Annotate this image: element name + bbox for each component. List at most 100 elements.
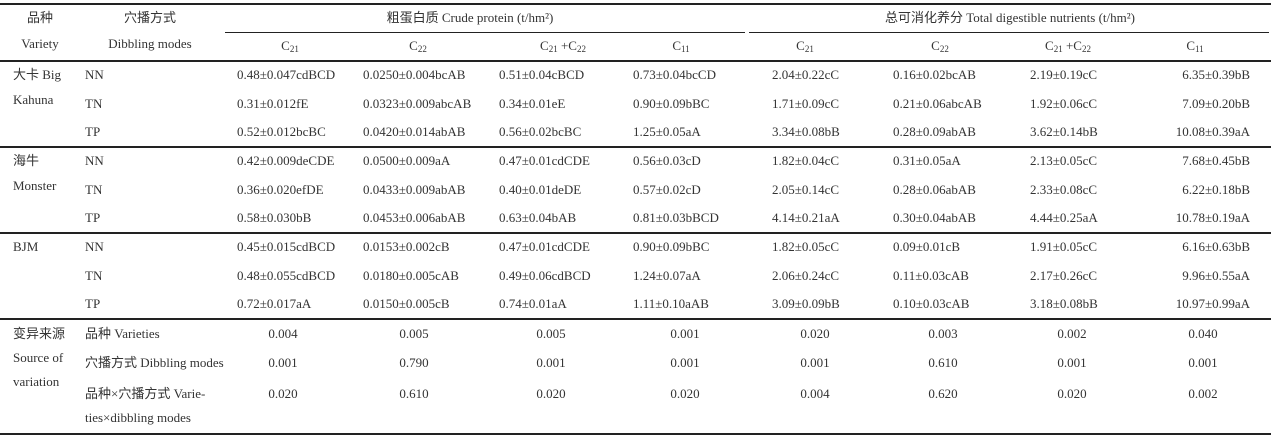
anova-p-value: 0.020 xyxy=(670,386,700,401)
anova-p-value: 0.005 xyxy=(399,326,429,341)
cp-cell: 0.58±0.030bB xyxy=(237,210,312,225)
column-header-tdn-c22: C22 xyxy=(931,38,949,54)
header-rule xyxy=(0,60,1271,62)
anova-p-value: 0.002 xyxy=(1188,386,1218,401)
cp-cell: 0.0250±0.004bcAB xyxy=(363,67,466,82)
cp-cell: 0.36±0.020efDE xyxy=(237,182,324,197)
cp-cell: 0.0180±0.005cAB xyxy=(363,268,459,283)
cp-cell: 0.56±0.03cD xyxy=(633,153,701,168)
source-of-variation-label: variation xyxy=(13,374,60,389)
anova-p-value: 0.005 xyxy=(536,326,566,341)
tdn-cell: 4.14±0.21aA xyxy=(772,210,840,225)
dibbling-mode: TN xyxy=(85,268,103,283)
anova-p-value: 0.001 xyxy=(268,355,298,370)
tdn-cell: 0.11±0.03cAB xyxy=(893,268,969,283)
cp-subrule xyxy=(225,32,745,33)
tdn-cell: 9.96±0.55aA xyxy=(1182,268,1250,283)
tdn-subrule xyxy=(749,32,1269,33)
cp-cell: 0.57±0.02cD xyxy=(633,182,701,197)
cp-cell: 0.81±0.03bBCD xyxy=(633,210,719,225)
dibbling-mode: NN xyxy=(85,67,104,82)
top-rule xyxy=(0,3,1271,5)
cp-cell: 0.48±0.047cdBCD xyxy=(237,67,336,82)
cp-cell: 0.47±0.01cdCDE xyxy=(499,239,590,254)
group-rule xyxy=(0,146,1271,148)
tdn-cell: 0.21±0.06abcAB xyxy=(893,96,982,111)
tdn-cell: 2.17±0.26cC xyxy=(1030,268,1098,283)
anova-p-value: 0.003 xyxy=(928,326,958,341)
dibbling-mode: TP xyxy=(85,296,101,311)
cp-cell: 0.0500±0.009aA xyxy=(363,153,451,168)
cp-cell: 0.73±0.04bcCD xyxy=(633,67,716,82)
dibbling-mode: TP xyxy=(85,124,101,139)
source-of-variation-label: Source of xyxy=(13,350,64,365)
cp-cell: 0.72±0.017aA xyxy=(237,296,312,311)
header-variety-en: Variety xyxy=(21,36,59,51)
tdn-cell: 0.30±0.04abAB xyxy=(893,210,976,225)
anova-p-value: 0.040 xyxy=(1188,326,1218,341)
cp-cell: 0.34±0.01eE xyxy=(499,96,566,111)
tdn-cell: 6.22±0.18bB xyxy=(1182,182,1250,197)
anova-p-value: 0.001 xyxy=(670,326,700,341)
tdn-cell: 0.09±0.01cB xyxy=(893,239,961,254)
column-header-tdn-c11: C11 xyxy=(1186,38,1204,54)
tdn-cell: 3.09±0.09bB xyxy=(772,296,840,311)
anova-p-value: 0.020 xyxy=(800,326,830,341)
tdn-cell: 10.78±0.19aA xyxy=(1175,210,1250,225)
anova-source: ties×dibbling modes xyxy=(85,410,191,425)
column-header-cp-c21-c22: C21 +C22 xyxy=(540,38,586,54)
tdn-cell: 1.92±0.06cC xyxy=(1030,96,1098,111)
group-rule xyxy=(0,232,1271,234)
tdn-cell: 6.35±0.39bB xyxy=(1182,67,1250,82)
header-mode-en: Dibbling modes xyxy=(108,36,192,51)
variety-name: 海牛 xyxy=(13,153,40,168)
tdn-cell: 2.19±0.19cC xyxy=(1030,67,1098,82)
cp-cell: 1.11±0.10aAB xyxy=(633,296,709,311)
dibbling-mode: NN xyxy=(85,239,104,254)
header-crude-protein: 粗蛋白质 Crude protein (t/hm²) xyxy=(386,10,554,25)
tdn-cell: 10.08±0.39aA xyxy=(1175,124,1250,139)
variety-name: Monster xyxy=(13,178,57,193)
tdn-cell: 2.33±0.08cC xyxy=(1030,182,1098,197)
cp-cell: 1.24±0.07aA xyxy=(633,268,701,283)
column-header-tdn-c21-c22: C21 +C22 xyxy=(1045,38,1091,54)
tdn-cell: 2.06±0.24cC xyxy=(772,268,840,283)
anova-p-value: 0.001 xyxy=(670,355,700,370)
cp-cell: 0.52±0.012bcBC xyxy=(237,124,326,139)
anova-p-value: 0.004 xyxy=(800,386,830,401)
anova-p-value: 0.001 xyxy=(1057,355,1087,370)
tdn-cell: 7.68±0.45bB xyxy=(1182,153,1250,168)
anova-p-value: 0.020 xyxy=(536,386,566,401)
cp-cell: 0.0433±0.009abAB xyxy=(363,182,466,197)
cp-cell: 0.0420±0.014abAB xyxy=(363,124,466,139)
tdn-cell: 0.16±0.02bcAB xyxy=(893,67,976,82)
tdn-cell: 1.91±0.05cC xyxy=(1030,239,1098,254)
group-rule xyxy=(0,318,1271,320)
cp-cell: 0.47±0.01cdCDE xyxy=(499,153,590,168)
tdn-cell: 10.97±0.99aA xyxy=(1175,296,1250,311)
anova-p-value: 0.020 xyxy=(268,386,298,401)
cp-cell: 0.40±0.01deDE xyxy=(499,182,582,197)
tdn-cell: 2.04±0.22cC xyxy=(772,67,840,82)
dibbling-mode: TP xyxy=(85,210,101,225)
anova-p-value: 0.001 xyxy=(1188,355,1218,370)
group-rule xyxy=(0,433,1271,435)
cp-cell: 0.45±0.015cdBCD xyxy=(237,239,336,254)
column-header-cp-c22: C22 xyxy=(409,38,427,54)
column-header-cp-c21: C21 xyxy=(281,38,299,54)
dibbling-mode: NN xyxy=(85,153,104,168)
tdn-cell: 0.28±0.06abAB xyxy=(893,182,976,197)
tdn-cell: 2.13±0.05cC xyxy=(1030,153,1098,168)
anova-source: 穴播方式 Dibbling modes xyxy=(85,355,224,370)
anova-p-value: 0.610 xyxy=(928,355,958,370)
tdn-cell: 1.82±0.05cC xyxy=(772,239,840,254)
cp-cell: 0.90±0.09bBC xyxy=(633,96,710,111)
cp-cell: 0.49±0.06cdBCD xyxy=(499,268,591,283)
tdn-cell: 7.09±0.20bB xyxy=(1182,96,1250,111)
source-of-variation-label: 变异来源 xyxy=(13,326,66,341)
column-header-cp-c11: C11 xyxy=(672,38,690,54)
tdn-cell: 2.05±0.14cC xyxy=(772,182,840,197)
tdn-cell: 3.18±0.08bB xyxy=(1030,296,1098,311)
anova-p-value: 0.002 xyxy=(1057,326,1087,341)
